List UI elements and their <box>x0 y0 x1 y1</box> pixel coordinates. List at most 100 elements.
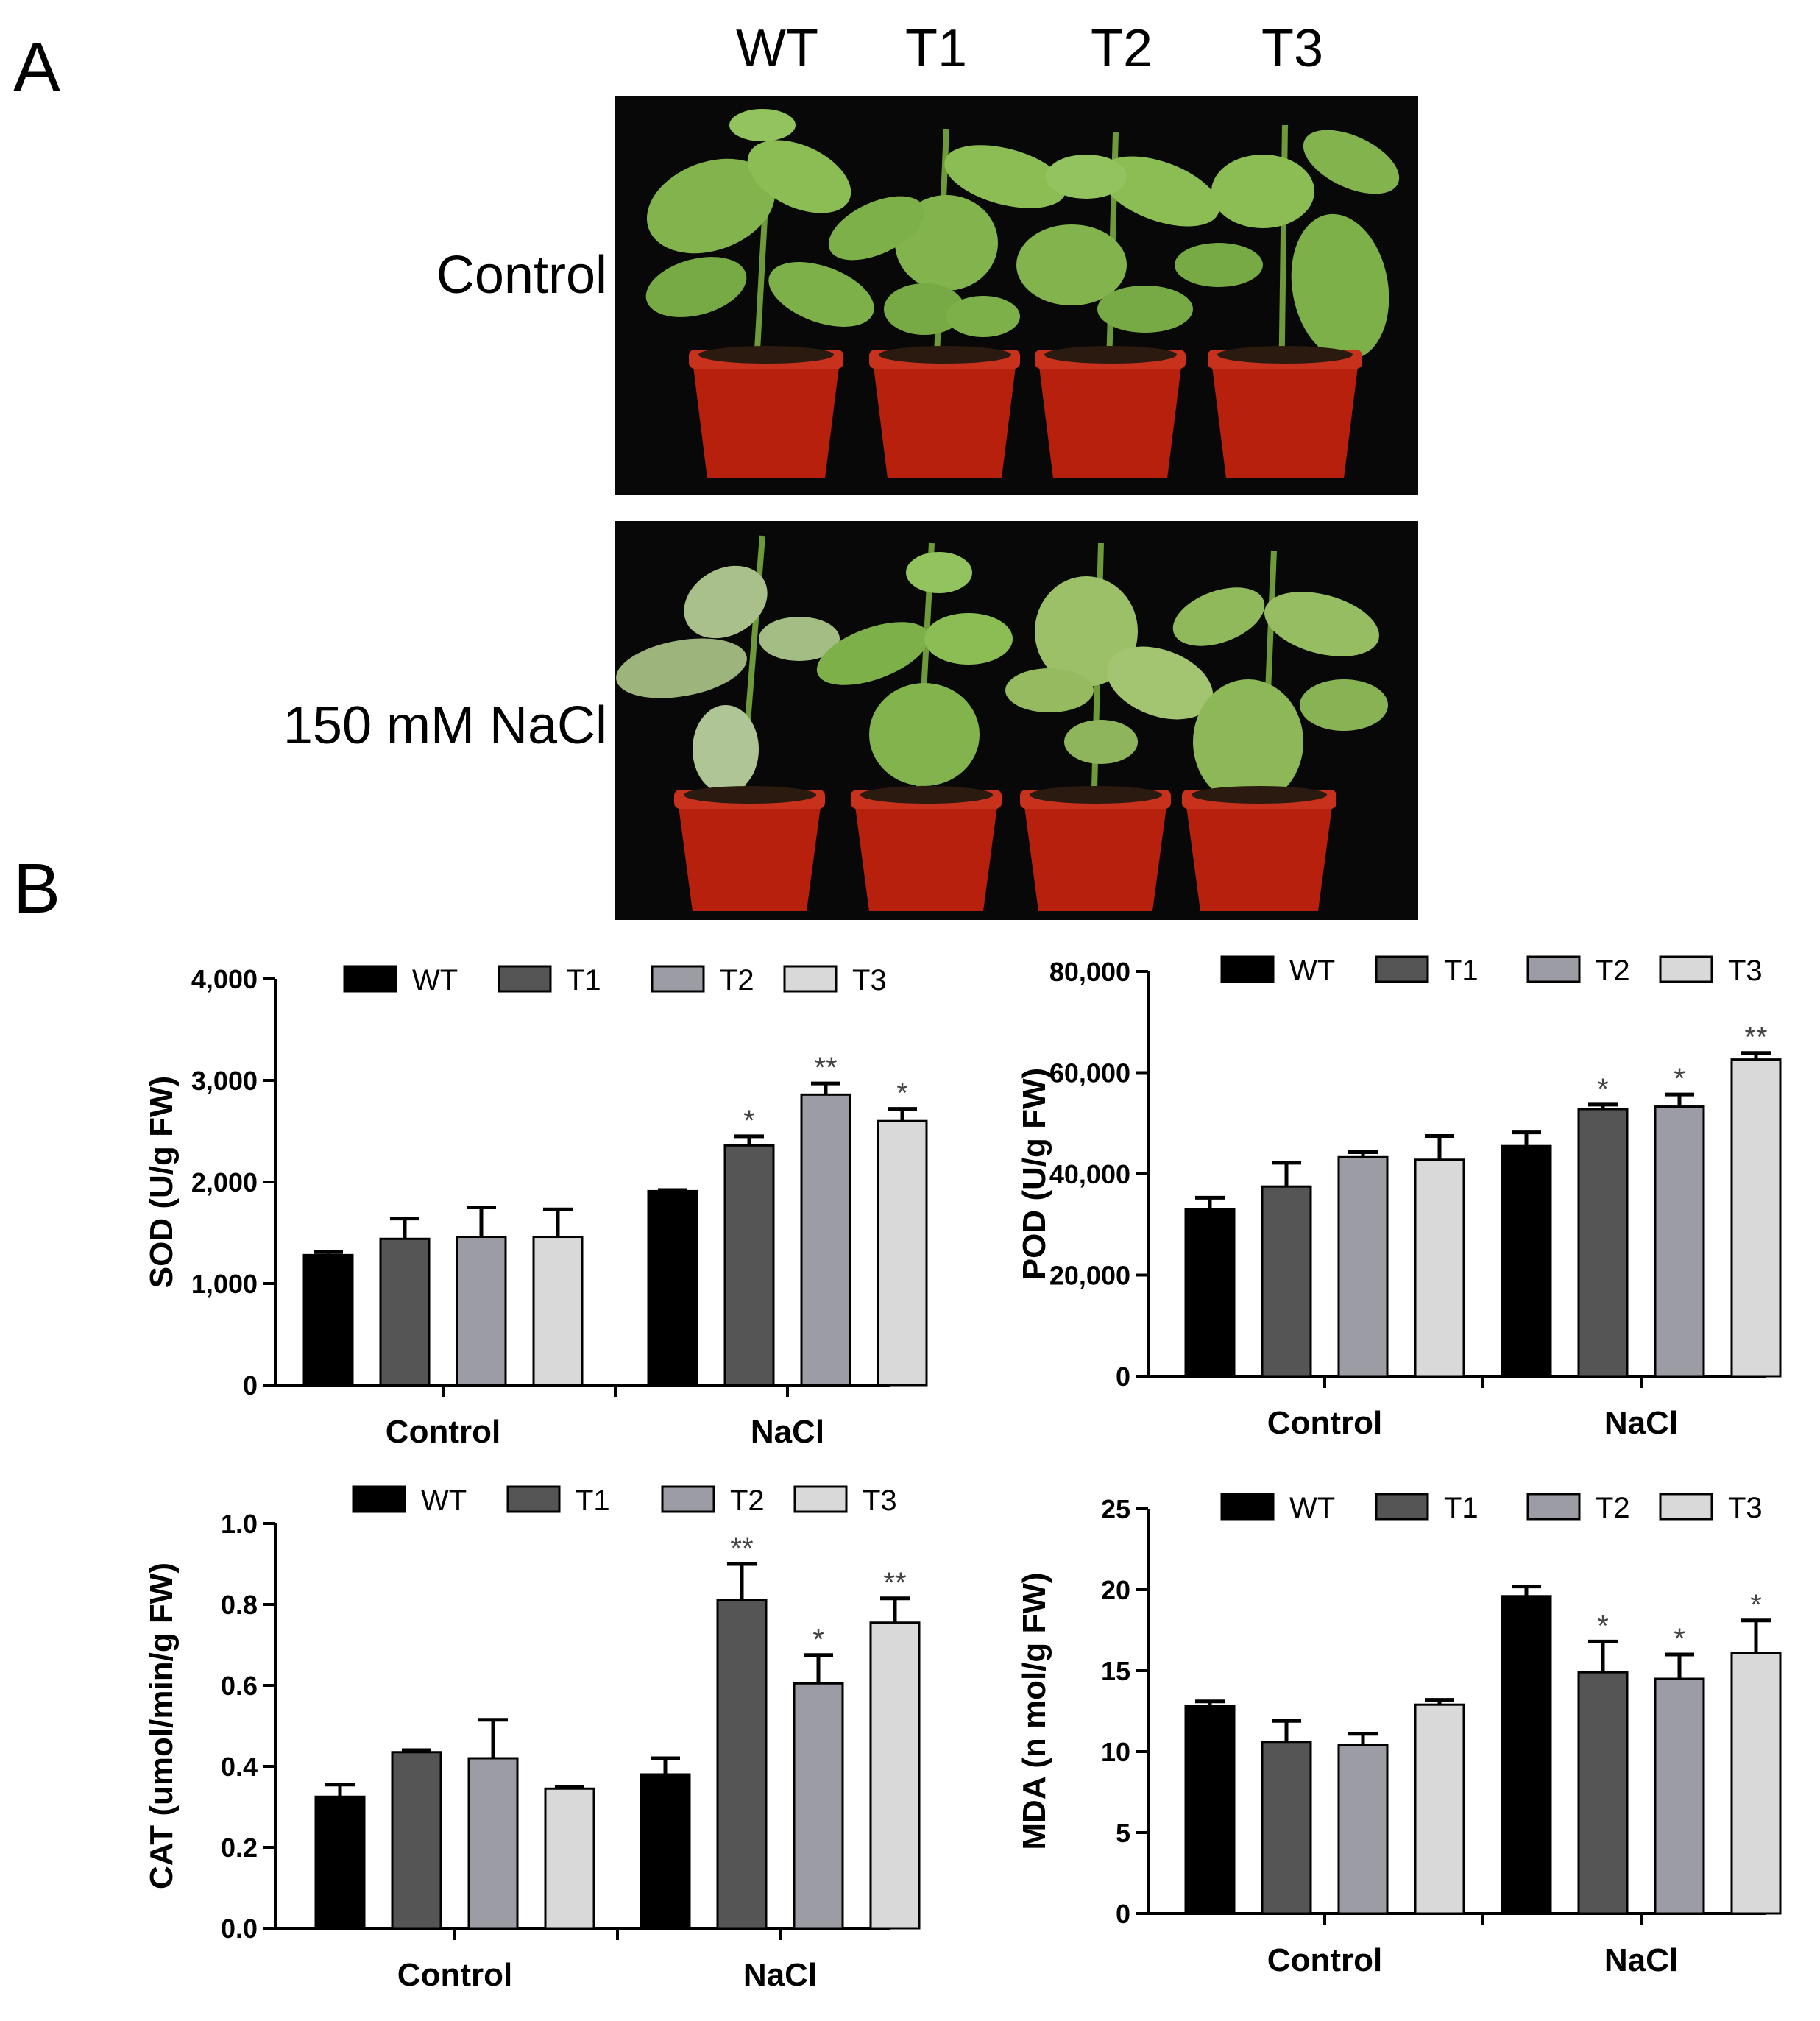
bar-wt-nacl <box>640 1773 691 1930</box>
y-tick-label: 20 <box>1101 1575 1130 1605</box>
nacl-plant-t2 <box>1005 542 1214 911</box>
y-tick-label: 0 <box>243 1370 258 1401</box>
bar-wt-control <box>1184 1705 1236 1915</box>
x-category-label: Control <box>1267 1942 1382 1978</box>
y-tick-label: 0 <box>1116 1899 1130 1929</box>
legend-swatch-wt <box>1220 955 1275 983</box>
column-label-t1: T1 <box>904 19 968 78</box>
nacl-plant-t1 <box>816 542 1013 911</box>
legend-label-t3: T3 <box>1728 1492 1763 1524</box>
significance-marker: * <box>1750 1589 1762 1621</box>
legend-label-t2: T2 <box>730 1484 765 1517</box>
bar-t3-control <box>1414 1703 1465 1915</box>
control-plants-photo <box>615 96 1418 495</box>
nacl-plant-wt <box>616 535 840 911</box>
column-label-wt: WT <box>736 19 818 78</box>
significance-marker: ** <box>730 1532 753 1565</box>
y-tick-label: 60,000 <box>1049 1058 1130 1089</box>
bar-t2-nacl <box>1654 1105 1705 1378</box>
bar-t1-control <box>1261 1185 1312 1378</box>
bar-t1-control <box>1261 1741 1312 1915</box>
legend-swatch-t1 <box>506 1485 561 1513</box>
legend-swatch-wt <box>343 965 397 993</box>
significance-marker: * <box>896 1077 908 1110</box>
significance-marker: * <box>812 1624 824 1656</box>
column-label-t2: T2 <box>1090 19 1153 78</box>
chart-sod: 0 1,000 2,000 3,000 4,000 Control NaCl SOD (U/g… <box>144 964 928 1450</box>
chart-pod: 0 20,000 40,000 60,000 80,000 Control NaCl POD … <box>1016 955 1782 1441</box>
y-tick-label: 0.2 <box>221 1833 258 1863</box>
y-tick-label: 1.0 <box>221 1509 258 1539</box>
x-category-label: Control <box>1267 1405 1382 1441</box>
bar-t3-control <box>532 1236 584 1387</box>
y-tick-label: 0 <box>1116 1362 1130 1392</box>
legend-label-t2: T2 <box>1596 955 1630 987</box>
bar-t3-nacl <box>877 1119 928 1387</box>
x-category-label: NaCl <box>743 1957 817 1993</box>
y-tick-label: 0.6 <box>221 1671 258 1701</box>
bar-t3-control <box>1414 1158 1465 1378</box>
bar-t2-control <box>456 1236 507 1387</box>
legend-label-t3: T3 <box>1728 955 1763 987</box>
legend-swatch-t1 <box>1375 1493 1429 1521</box>
legend-label-t2: T2 <box>720 964 754 997</box>
legend-swatch-t2 <box>661 1485 715 1513</box>
bar-t1-nacl <box>716 1599 768 1930</box>
control-plant-t2 <box>1016 132 1220 478</box>
y-tick-label: 5 <box>1116 1818 1130 1848</box>
significance-marker: * <box>743 1105 755 1137</box>
y-tick-label: 0.4 <box>221 1752 258 1782</box>
chart-cat: 0.0 0.2 0.4 0.6 0.8 1.0 Control NaCl CAT (umol/m… <box>144 1484 921 1993</box>
significance-marker: * <box>1674 1063 1685 1095</box>
bar-t1-control <box>379 1237 431 1387</box>
legend-swatch-wt <box>1220 1493 1275 1521</box>
nacl-plants-illustration <box>616 535 1388 911</box>
significance-marker: * <box>1597 1610 1609 1642</box>
bar-t1-control <box>391 1751 442 1930</box>
legend-swatch-t1 <box>1375 955 1429 983</box>
legend-label-wt: WT <box>1289 1492 1335 1524</box>
significance-marker: ** <box>883 1567 906 1599</box>
y-tick-label: 15 <box>1101 1656 1130 1686</box>
y-axis-label: SOD (U/g FW) <box>144 1076 180 1288</box>
legend-swatch-t2 <box>1526 1493 1581 1521</box>
row-label-nacl: 150 mM NaCl <box>283 696 607 755</box>
bar-t3-nacl <box>1730 1652 1782 1915</box>
bar-wt-nacl <box>647 1189 698 1387</box>
legend-label-t3: T3 <box>863 1484 897 1517</box>
bar-t3-nacl <box>869 1621 921 1930</box>
significance-marker: ** <box>1744 1022 1767 1054</box>
legend-label-t1: T1 <box>1444 1492 1479 1524</box>
row-label-control: Control <box>436 246 607 305</box>
y-tick-label: 80,000 <box>1049 957 1130 987</box>
bar-t2-control <box>1337 1744 1389 1915</box>
y-tick-label: 3,000 <box>191 1066 258 1096</box>
bar-t2-control <box>467 1757 519 1930</box>
y-tick-label: 4,000 <box>191 964 258 994</box>
bar-wt-control <box>302 1253 354 1387</box>
legend-swatch-t1 <box>498 965 552 993</box>
legend-swatch-t3 <box>1659 955 1713 983</box>
legend-label-t2: T2 <box>1596 1492 1630 1524</box>
x-category-label: Control <box>386 1414 500 1450</box>
legend-label-wt: WT <box>412 964 458 997</box>
significance-marker: * <box>1674 1623 1685 1655</box>
bar-wt-nacl <box>1501 1144 1552 1378</box>
x-category-label: NaCl <box>751 1414 824 1450</box>
y-tick-label: 2,000 <box>191 1167 258 1197</box>
control-plant-wt <box>645 109 874 478</box>
x-category-label: NaCl <box>1604 1942 1678 1978</box>
bar-t2-nacl <box>1654 1677 1705 1915</box>
nacl-plants-photo <box>615 521 1418 920</box>
legend-label-t1: T1 <box>1444 955 1479 987</box>
bar-wt-nacl <box>1501 1595 1552 1915</box>
y-tick-label: 25 <box>1101 1494 1130 1524</box>
y-axis-label: CAT (umol/min/g FW) <box>144 1562 180 1889</box>
y-tick-label: 20,000 <box>1049 1261 1130 1291</box>
bar-wt-control <box>314 1795 366 1930</box>
bar-t1-nacl <box>1577 1108 1629 1378</box>
nacl-plant-t3 <box>1172 550 1388 911</box>
bar-t1-nacl <box>723 1144 775 1387</box>
legend-label-t3: T3 <box>852 964 887 997</box>
